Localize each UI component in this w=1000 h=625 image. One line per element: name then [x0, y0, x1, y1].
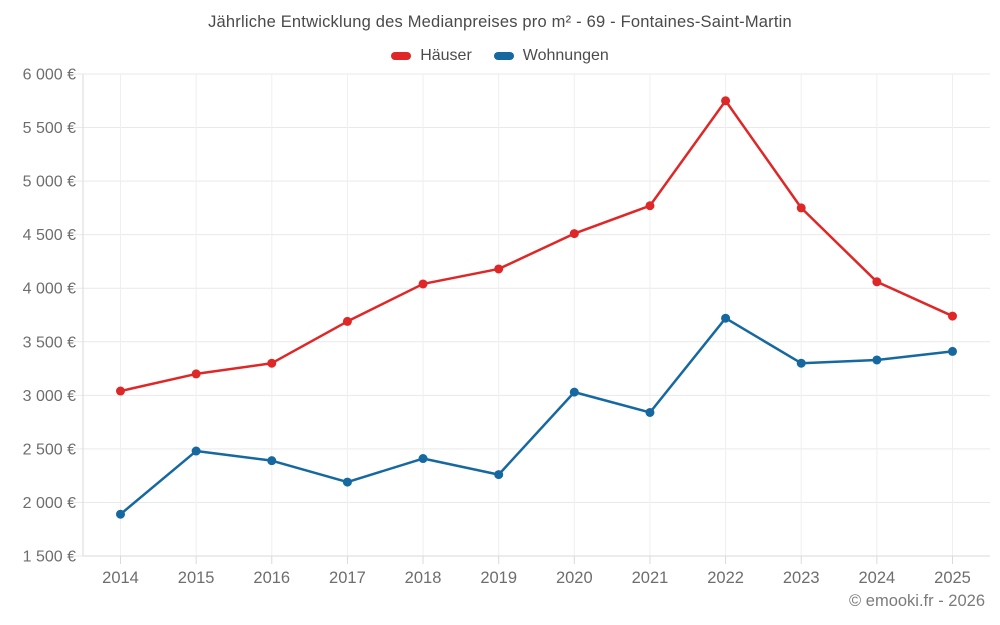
x-tick-label-2024: 2024: [859, 569, 896, 587]
x-tick-label-2025: 2025: [934, 569, 971, 587]
series-hauser: [116, 96, 957, 396]
legend-swatch-wohnungen-icon: [493, 52, 514, 60]
series-wohnungen-point-2016[interactable]: [267, 456, 277, 466]
series-wohnungen-point-2017[interactable]: [342, 477, 352, 487]
series-wohnungen-point-2014[interactable]: [116, 509, 125, 519]
series-hauser-point-2016[interactable]: [267, 358, 277, 368]
y-tick-label: 2 000 €: [23, 495, 76, 512]
x-tick-label-2014: 2014: [102, 569, 139, 587]
copyright-credit: © emooki.fr - 2026: [849, 592, 985, 610]
y-tick-label: 4 000 €: [23, 281, 76, 298]
x-tick-label-2016: 2016: [253, 569, 290, 587]
y-tick-label: 1 500 €: [23, 549, 76, 566]
legend-label-wohnungen: Wohnungen: [522, 47, 609, 64]
y-tick-label: 3 000 €: [23, 388, 76, 405]
series-wohnungen-point-2022[interactable]: [721, 313, 731, 323]
series-wohnungen-point-2021[interactable]: [645, 407, 655, 417]
x-tick-label-2022: 2022: [707, 569, 744, 587]
series-hauser-point-2014[interactable]: [116, 386, 125, 396]
series-wohnungen: [116, 313, 957, 519]
x-axis-labels: 2014 2015 2016 2017 2018 2019 2020 2021 2022 2023…: [102, 569, 971, 587]
series-hauser-point-2017[interactable]: [342, 316, 352, 326]
legend-label-hauser: Häuser: [420, 47, 472, 64]
series-hauser-point-2022[interactable]: [721, 96, 731, 106]
series-hauser-point-2021[interactable]: [645, 201, 655, 211]
series-hauser-point-2025[interactable]: [948, 311, 957, 321]
series-hauser-point-2023[interactable]: [796, 203, 806, 213]
x-tick-label-2021: 2021: [632, 569, 669, 587]
legend-swatch-hauser-icon: [391, 52, 412, 60]
series-hauser-point-2024[interactable]: [872, 277, 882, 287]
x-tick-label-2017: 2017: [329, 569, 366, 587]
series-hauser-line: [119, 99, 954, 393]
series-wohnungen-point-2019[interactable]: [494, 470, 504, 480]
y-tick-label: 3 500 €: [23, 334, 76, 351]
y-tick-label: 5 000 €: [23, 174, 76, 191]
series-wohnungen-point-2020[interactable]: [569, 387, 579, 397]
chart-legend: Häuser Wohnungen: [0, 47, 1000, 65]
series-hauser-point-2020[interactable]: [569, 229, 579, 239]
x-tick-label-2020: 2020: [556, 569, 593, 587]
series-wohnungen-point-2015[interactable]: [191, 446, 201, 456]
gridlines-vertical: [120, 74, 953, 564]
legend-item-wohnungen[interactable]: Wohnungen: [493, 47, 609, 65]
gridlines-horizontal: [73, 73, 990, 557]
x-tick-label-2023: 2023: [783, 569, 820, 587]
y-tick-label: 4 500 €: [23, 227, 76, 244]
series-wohnungen-point-2025[interactable]: [948, 346, 957, 356]
series-wohnungen-point-2023[interactable]: [796, 358, 806, 368]
chart-title: Jährliche Entwicklung des Medianpreises …: [208, 13, 792, 31]
y-tick-label: 6 000 €: [23, 67, 76, 84]
series-hauser-point-2019[interactable]: [494, 264, 504, 274]
x-tick-label-2015: 2015: [178, 569, 215, 587]
series-wohnungen-point-2018[interactable]: [418, 454, 428, 464]
x-tick-label-2018: 2018: [405, 569, 442, 587]
series-wohnungen-line: [119, 316, 954, 516]
series-hauser-point-2015[interactable]: [191, 369, 201, 379]
y-axis-labels: 1 500 € 2 000 € 2 500 € 3 000 € 3 500 € 4 000…: [23, 67, 76, 566]
y-tick-label: 5 500 €: [23, 120, 76, 137]
x-tick-label-2019: 2019: [480, 569, 517, 587]
legend-item-hauser[interactable]: Häuser: [391, 47, 472, 65]
y-tick-label: 2 500 €: [23, 441, 76, 458]
axis-lines: [82, 74, 990, 557]
series-wohnungen-point-2024[interactable]: [872, 355, 882, 365]
series-hauser-point-2018[interactable]: [418, 279, 428, 289]
